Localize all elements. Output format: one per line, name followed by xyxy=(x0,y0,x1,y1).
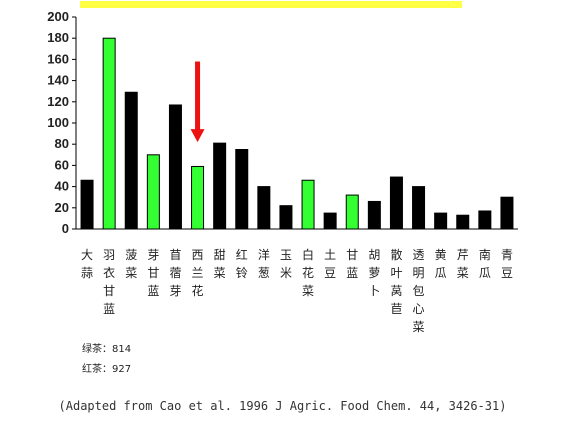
bar xyxy=(168,104,182,230)
x-tick-label: 西兰花 xyxy=(192,248,204,298)
bar xyxy=(323,212,337,230)
x-axis-labels: 大蒜羽衣甘蓝菠菜芽甘蓝苜蓿芽西兰花甜菜红铃洋葱玉米白花菜土豆甘蓝胡萝卜散叶莴苣透… xyxy=(81,247,513,334)
chart-axes xyxy=(75,17,518,230)
y-axis-ticks: 0 20 40 60 80 100 120 140 160 180 200 xyxy=(47,9,76,236)
bar xyxy=(456,214,470,230)
y-tick-label: 80 xyxy=(55,136,69,151)
bar xyxy=(367,200,381,230)
y-tick-label: 180 xyxy=(47,30,69,45)
x-tick-label: 透明包心菜 xyxy=(413,248,425,334)
y-tick-label: 20 xyxy=(55,200,69,215)
x-tick-label: 菠菜 xyxy=(125,248,137,280)
x-tick-label: 红铃 xyxy=(236,247,248,280)
x-tick-label: 胡萝卜 xyxy=(368,248,380,298)
yellow-header-bar xyxy=(80,1,462,8)
bars xyxy=(80,37,514,230)
x-tick-label: 土豆 xyxy=(324,248,336,280)
bar xyxy=(102,37,116,230)
y-tick-label: 100 xyxy=(47,115,69,130)
bar xyxy=(389,176,403,230)
bar xyxy=(500,196,514,230)
bar xyxy=(301,179,315,230)
bar xyxy=(434,212,448,230)
y-tick-label: 160 xyxy=(47,51,69,66)
x-tick-label: 散叶莴苣 xyxy=(390,247,402,316)
bar xyxy=(80,179,94,230)
bar xyxy=(478,210,492,230)
y-tick-label: 40 xyxy=(55,179,69,194)
bar xyxy=(279,205,293,230)
x-tick-label: 甜菜 xyxy=(214,248,226,280)
red-arrow-annotation xyxy=(190,61,205,143)
legend-green-tea: 绿茶：814 xyxy=(82,340,131,355)
x-tick-label: 白花菜 xyxy=(302,247,314,298)
x-tick-label: 苜蓿芽 xyxy=(169,248,181,298)
bar xyxy=(235,149,249,230)
bar xyxy=(124,91,138,230)
legend-green-tea-text: 绿茶：814 xyxy=(82,344,132,355)
bar-chart: 0 20 40 60 80 100 120 140 160 180 200 大蒜羽衣甘蓝菠菜芽甘蓝苜… xyxy=(47,1,518,334)
legend-black-tea: 红茶：927 xyxy=(82,360,131,375)
bar xyxy=(191,165,205,230)
x-tick-label: 南瓜 xyxy=(479,247,491,280)
arrow-head xyxy=(190,129,205,143)
x-tick-label: 羽衣甘蓝 xyxy=(103,248,115,316)
x-tick-label: 黄瓜 xyxy=(435,248,447,280)
legend-black-tea-text: 红茶：927 xyxy=(82,364,132,375)
y-tick-label: 140 xyxy=(47,73,69,88)
bar xyxy=(412,186,426,230)
arrow-shaft xyxy=(195,61,201,131)
source-caption: (Adapted from Cao et al. 1996 J Agric. F… xyxy=(58,399,507,413)
x-tick-label: 芽甘蓝 xyxy=(147,248,159,298)
x-tick-label: 洋葱 xyxy=(258,247,270,280)
x-tick-label: 大蒜 xyxy=(81,248,93,280)
bar xyxy=(213,142,227,230)
bar xyxy=(146,154,160,230)
y-tick-label: 120 xyxy=(47,94,69,109)
y-tick-label: 200 xyxy=(47,9,69,24)
x-tick-label: 青豆 xyxy=(501,248,513,280)
x-tick-label: 甘蓝 xyxy=(346,248,358,280)
yellow-header-bar-shape xyxy=(80,1,462,8)
x-tick-label: 芹菜 xyxy=(457,248,469,280)
bar xyxy=(257,186,271,230)
x-tick-label: 玉米 xyxy=(280,248,292,280)
y-tick-label: 60 xyxy=(55,157,69,172)
y-tick-label: 0 xyxy=(62,221,69,236)
bar xyxy=(345,194,359,230)
